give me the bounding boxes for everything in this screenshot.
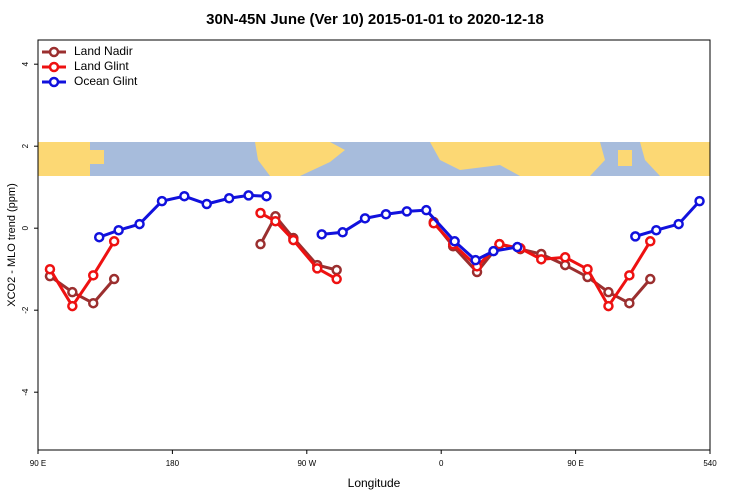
point bbox=[603, 300, 614, 312]
point bbox=[603, 286, 614, 298]
point bbox=[630, 231, 641, 242]
point bbox=[421, 204, 432, 216]
point bbox=[488, 245, 499, 257]
point bbox=[255, 207, 266, 219]
point bbox=[113, 224, 124, 236]
legend-marker bbox=[48, 46, 60, 58]
point bbox=[156, 195, 168, 207]
map-band bbox=[38, 142, 710, 176]
point bbox=[645, 236, 656, 247]
point bbox=[337, 227, 348, 238]
point bbox=[470, 254, 481, 266]
point bbox=[449, 236, 460, 247]
point bbox=[67, 300, 78, 312]
legend-label: Land Nadir bbox=[74, 44, 133, 58]
point bbox=[44, 263, 56, 275]
point bbox=[494, 238, 505, 250]
legend-label: Ocean Glint bbox=[74, 74, 138, 88]
point bbox=[331, 264, 342, 276]
point bbox=[201, 198, 212, 210]
y-tick-label: 2 bbox=[21, 143, 30, 148]
point bbox=[359, 213, 371, 224]
point bbox=[67, 286, 78, 298]
x-tick-label: 90 W bbox=[297, 459, 316, 468]
legend-label: Land Glint bbox=[74, 59, 129, 73]
point bbox=[512, 241, 523, 253]
x-tick-label: 180 bbox=[166, 459, 180, 468]
point bbox=[255, 238, 266, 250]
point bbox=[624, 297, 635, 309]
x-tick-label: 540 bbox=[703, 459, 717, 468]
point bbox=[559, 252, 571, 263]
x-tick-label: 0 bbox=[439, 459, 444, 468]
land bbox=[430, 142, 605, 176]
point bbox=[380, 209, 392, 220]
x-tick-label: 90 E bbox=[567, 459, 583, 468]
point bbox=[108, 236, 120, 247]
point bbox=[223, 193, 235, 204]
land bbox=[255, 142, 345, 176]
point bbox=[645, 273, 656, 285]
y-tick-label: -4 bbox=[21, 388, 30, 396]
x-axis-label: Longitude bbox=[348, 476, 401, 490]
x-tick-label: 90 E bbox=[30, 459, 46, 468]
point bbox=[261, 190, 272, 202]
series-line bbox=[98, 193, 701, 262]
plot-frame bbox=[37, 39, 711, 451]
legend-marker bbox=[48, 61, 60, 73]
point bbox=[108, 273, 120, 285]
point bbox=[650, 224, 662, 236]
point bbox=[93, 231, 105, 243]
y-tick-label: 4 bbox=[21, 61, 30, 66]
y-tick-label: 0 bbox=[21, 225, 30, 230]
land bbox=[82, 150, 104, 164]
chart-title: 30N-45N June (Ver 10) 2015-01-01 to 2020… bbox=[206, 11, 544, 28]
land bbox=[640, 142, 710, 176]
point bbox=[288, 234, 299, 246]
ocean bbox=[38, 142, 710, 176]
point bbox=[88, 297, 99, 309]
point bbox=[179, 190, 190, 202]
land bbox=[38, 142, 90, 176]
point bbox=[312, 263, 323, 274]
point bbox=[270, 215, 281, 227]
point bbox=[673, 218, 684, 230]
y-tick-label: -2 bbox=[21, 306, 30, 314]
legend-marker bbox=[48, 76, 60, 88]
land bbox=[618, 150, 632, 166]
point bbox=[316, 229, 327, 240]
point bbox=[536, 254, 547, 265]
y-axis-label: XCO2 - MLO trend (ppm) bbox=[6, 183, 18, 306]
point bbox=[134, 218, 145, 230]
point bbox=[582, 263, 593, 275]
point bbox=[243, 190, 254, 201]
point bbox=[331, 273, 342, 285]
point bbox=[401, 206, 413, 217]
point bbox=[624, 270, 635, 281]
point bbox=[88, 270, 99, 281]
point bbox=[694, 195, 705, 207]
